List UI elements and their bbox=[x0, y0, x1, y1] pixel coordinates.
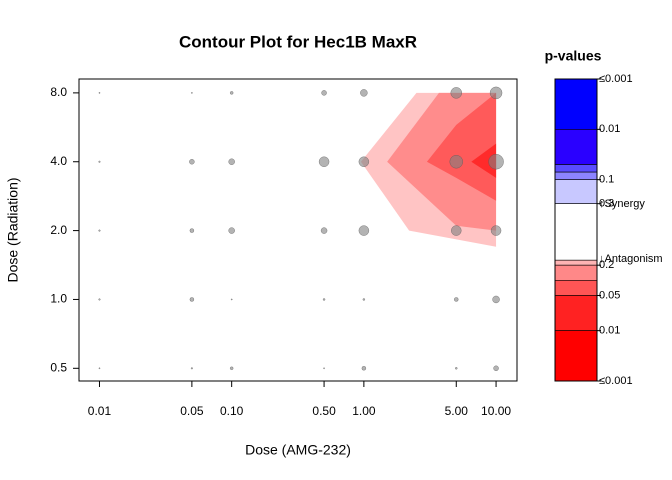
dose-point bbox=[229, 91, 234, 95]
dose-point bbox=[358, 156, 370, 167]
colorbar-frame bbox=[554, 78, 598, 382]
dose-point bbox=[454, 297, 459, 302]
dose-point bbox=[321, 90, 327, 96]
x-tick-label: 0.01 bbox=[88, 404, 112, 418]
dose-point bbox=[449, 154, 464, 169]
colorbar-annotation: ↑Synergy bbox=[599, 198, 645, 210]
dose-point bbox=[490, 225, 502, 236]
dose-point bbox=[230, 298, 233, 301]
dose-point bbox=[189, 158, 195, 165]
y-tick-label: 4.0 bbox=[50, 154, 67, 168]
y-tick-label: 2.0 bbox=[50, 223, 67, 237]
dose-point bbox=[189, 228, 195, 233]
contour-region bbox=[426, 92, 497, 201]
colorbar-band bbox=[554, 295, 598, 331]
x-tick-label: 0.50 bbox=[312, 404, 336, 418]
dose-point bbox=[98, 298, 101, 301]
dose-point bbox=[362, 298, 366, 301]
colorbar-tick-label: 0.01 bbox=[599, 325, 620, 337]
colorbar-tick-label: 0.3 bbox=[599, 198, 614, 210]
x-axis-title: Dose (AMG-232) bbox=[245, 442, 351, 458]
colorbar-band bbox=[554, 280, 598, 296]
colorbar-tick-label: 0.01 bbox=[599, 123, 620, 135]
dose-point bbox=[228, 227, 235, 234]
colorbar-band bbox=[554, 129, 598, 165]
colorbar-tick-label: 0.1 bbox=[599, 174, 614, 186]
chart-title: Contour Plot for Hec1B MaxR bbox=[179, 32, 417, 51]
contour-region bbox=[471, 143, 497, 178]
dose-point bbox=[190, 367, 193, 370]
x-tick-label: 10.00 bbox=[481, 404, 511, 418]
y-tick-label: 0.5 bbox=[50, 360, 67, 374]
colorbar-tick-label: 0.05 bbox=[599, 289, 620, 301]
dose-point bbox=[320, 227, 328, 234]
dose-point bbox=[322, 298, 326, 301]
dose-point bbox=[189, 297, 195, 302]
colorbar-band bbox=[554, 78, 598, 130]
dose-point bbox=[98, 229, 101, 232]
colorbar-band bbox=[554, 164, 598, 173]
y-axis-title: Dose (Radiation) bbox=[5, 177, 21, 282]
colorbar-band bbox=[554, 203, 598, 261]
dose-point bbox=[489, 86, 503, 100]
dose-point bbox=[493, 365, 499, 372]
dose-point bbox=[492, 295, 500, 304]
dose-point bbox=[98, 92, 101, 94]
colorbar-band bbox=[554, 264, 598, 281]
dose-point bbox=[191, 92, 193, 94]
colorbar-tick-label: 0.2 bbox=[599, 259, 614, 271]
dose-point bbox=[361, 366, 367, 371]
dose-point bbox=[488, 153, 504, 170]
dose-point bbox=[455, 367, 458, 370]
dose-point bbox=[323, 367, 325, 370]
y-tick-label: 8.0 bbox=[50, 85, 67, 99]
colorbar-title: p-values bbox=[545, 48, 602, 64]
dose-point bbox=[229, 366, 234, 371]
colorbar-tick-label: ≤0.001 bbox=[599, 375, 633, 387]
x-tick-label: 5.00 bbox=[445, 404, 469, 418]
colorbar-band bbox=[554, 259, 598, 266]
colorbar-band bbox=[554, 171, 598, 180]
y-tick-label: 1.0 bbox=[50, 292, 67, 306]
dose-point bbox=[358, 225, 370, 236]
dose-point bbox=[98, 367, 101, 370]
dose-point bbox=[318, 156, 330, 167]
dose-point bbox=[450, 87, 463, 99]
colorbar-annotation: ↓Antagonism bbox=[599, 253, 663, 265]
x-tick-label: 1.00 bbox=[352, 404, 376, 418]
dose-point bbox=[98, 160, 101, 163]
x-tick-label: 0.05 bbox=[180, 404, 204, 418]
colorbar-tick-label: ≤0.001 bbox=[599, 73, 633, 85]
colorbar-band bbox=[554, 179, 598, 204]
x-tick-label: 0.10 bbox=[220, 404, 244, 418]
colorbar-band bbox=[554, 330, 598, 382]
plot-frame bbox=[78, 78, 518, 382]
dose-point bbox=[228, 158, 235, 165]
dose-point bbox=[360, 89, 368, 97]
dose-point bbox=[451, 225, 462, 236]
